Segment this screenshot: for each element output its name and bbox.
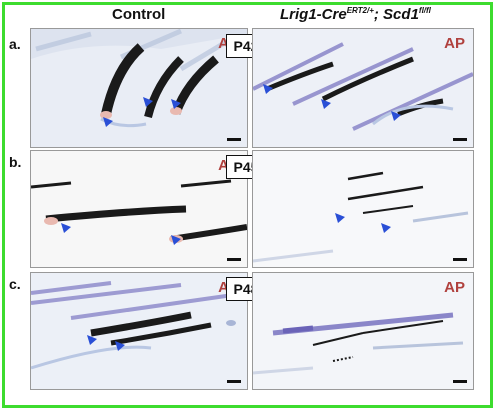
scale-bar — [227, 138, 241, 141]
stain-label-ap: AP — [444, 279, 465, 296]
column-title-mutant: Lrig1-CreERT2/+; Scd1fl/fl — [280, 6, 431, 23]
arrowhead-icon — [321, 99, 331, 109]
arrowhead-icon — [381, 223, 391, 233]
figure-frame — [2, 2, 493, 408]
scale-bar — [227, 258, 241, 261]
panel-b-mutant — [252, 150, 474, 268]
arrowhead-icon — [263, 84, 273, 94]
arrowhead-icon — [143, 97, 153, 107]
arrowhead-icon — [391, 111, 401, 121]
row-label-b: b. — [9, 154, 22, 170]
row-label-a: a. — [9, 36, 21, 52]
arrowhead-icon — [115, 341, 125, 351]
arrowhead-icon — [335, 213, 345, 223]
panel-b-control: AP — [30, 150, 248, 268]
scale-bar — [453, 380, 467, 383]
micrograph-b-control — [31, 151, 247, 267]
arrowhead-icon — [171, 235, 181, 245]
panel-c-control: AP — [30, 272, 248, 390]
arrowhead-icon — [87, 335, 97, 345]
arrowhead-icon — [61, 223, 71, 233]
row-label-c: c. — [9, 276, 21, 292]
micrograph-c-control — [31, 273, 247, 389]
scale-bar — [453, 258, 467, 261]
panel-c-mutant: AP — [252, 272, 474, 390]
micrograph-b-mutant — [253, 151, 473, 267]
scale-bar — [227, 380, 241, 383]
stain-label-ap: AP — [444, 35, 465, 52]
scale-bar — [453, 138, 467, 141]
micrograph-a-control — [31, 29, 247, 147]
micrograph-c-mutant — [253, 273, 473, 389]
panel-a-control: AP — [30, 28, 248, 148]
micrograph-a-mutant — [253, 29, 473, 147]
panel-a-mutant: AP — [252, 28, 474, 148]
arrowhead-icon — [103, 117, 113, 127]
arrowhead-icon — [171, 99, 181, 109]
column-title-control: Control — [112, 6, 166, 23]
